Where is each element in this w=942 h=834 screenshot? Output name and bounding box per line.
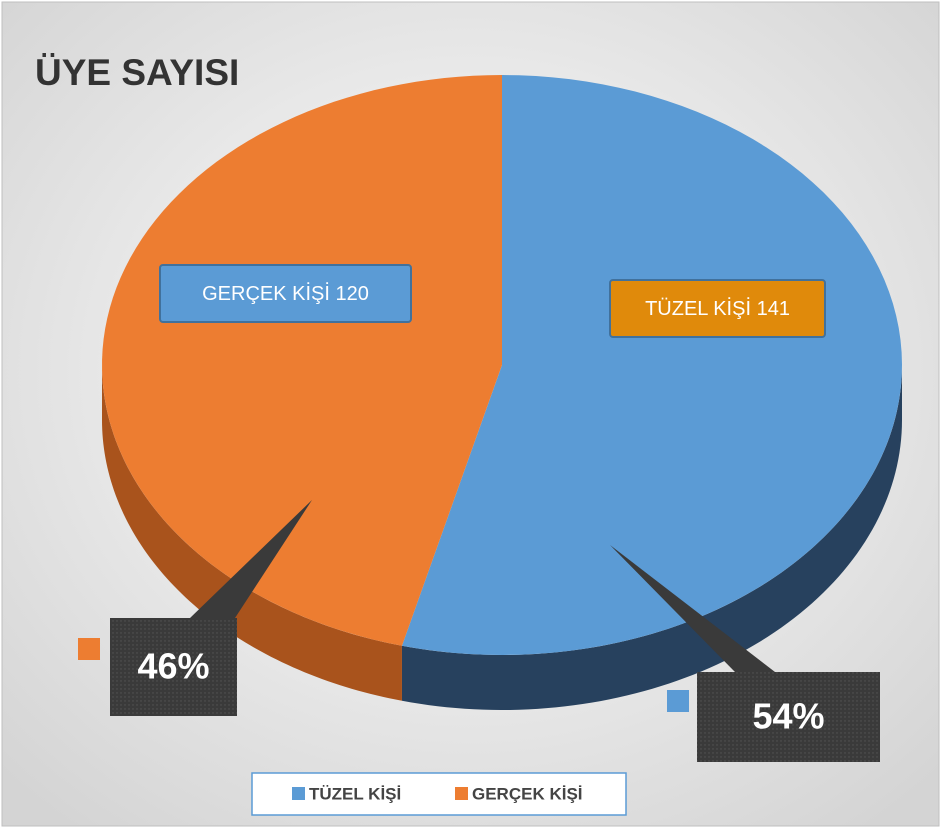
slice bbox=[401, 75, 902, 655]
percent-label: 54% bbox=[752, 696, 824, 737]
data-label-box bbox=[609, 279, 826, 338]
percent-key bbox=[78, 638, 100, 660]
legend-label: TÜZEL KİŞİ bbox=[309, 784, 401, 803]
callout-pointer bbox=[190, 500, 312, 618]
chart-title: ÜYE SAYISI bbox=[35, 52, 239, 93]
legend-key bbox=[455, 787, 468, 800]
slice-side bbox=[102, 365, 402, 701]
legend-label: GERÇEK KİŞİ bbox=[472, 784, 583, 803]
percent-key bbox=[667, 690, 689, 712]
percent-box bbox=[110, 618, 237, 716]
legend-key bbox=[292, 787, 305, 800]
percent-box bbox=[697, 672, 880, 762]
percent-label: 46% bbox=[137, 646, 209, 687]
legend-box bbox=[251, 772, 627, 816]
data-label-box bbox=[159, 264, 412, 323]
callout-pointer bbox=[610, 545, 775, 672]
slice bbox=[102, 75, 503, 646]
slice-side bbox=[401, 365, 902, 710]
data-label: TÜZEL KİŞİ 141 bbox=[645, 297, 790, 320]
data-label: GERÇEK KİŞİ 120 bbox=[202, 282, 369, 305]
